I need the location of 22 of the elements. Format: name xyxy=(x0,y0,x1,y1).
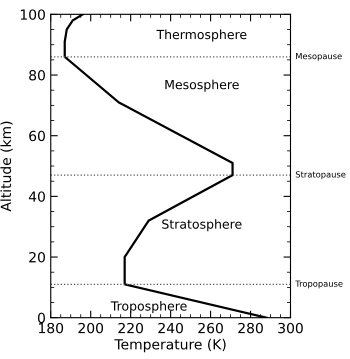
x-tick-label: 240 xyxy=(158,322,183,334)
annotation: Mesosphere xyxy=(165,80,239,92)
y-tick-label: 20 xyxy=(29,252,45,263)
y-axis-title: Altitude (km) xyxy=(0,122,13,212)
x-axis-title: Temperature (K) xyxy=(114,338,226,352)
y-tick-label: 40 xyxy=(28,191,45,202)
annotation: Troposphere xyxy=(110,301,187,314)
x-tick-label: 200 xyxy=(78,322,104,334)
y-tick-label: 80 xyxy=(29,70,45,81)
x-tick-label: 280 xyxy=(238,322,263,334)
x-tick-label: 220 xyxy=(118,322,143,334)
ref-line-label: Stratopause xyxy=(296,171,346,180)
ref-line-label: Tropopause xyxy=(295,280,343,288)
annotation: Stratosphere xyxy=(162,219,242,232)
x-tick-label: 180 xyxy=(39,322,64,334)
y-tick-label: 60 xyxy=(29,130,45,142)
ref-line-label: Mesopause xyxy=(296,53,342,61)
x-tick-label: 300 xyxy=(278,322,303,334)
annotation: Thermosphere xyxy=(156,30,246,42)
y-tick-label: 0 xyxy=(38,312,45,324)
y-tick-label: 100 xyxy=(20,9,45,20)
x-tick-label: 260 xyxy=(198,322,223,334)
